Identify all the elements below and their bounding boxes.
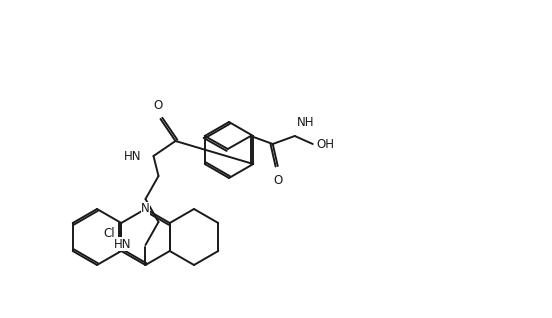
Text: O: O	[154, 99, 163, 112]
Text: OH: OH	[317, 137, 335, 150]
Text: HN: HN	[114, 238, 131, 251]
Text: HN: HN	[124, 149, 141, 162]
Text: NH: NH	[297, 116, 314, 129]
Text: N: N	[141, 203, 150, 216]
Text: Cl: Cl	[104, 227, 115, 240]
Text: O: O	[273, 174, 283, 187]
